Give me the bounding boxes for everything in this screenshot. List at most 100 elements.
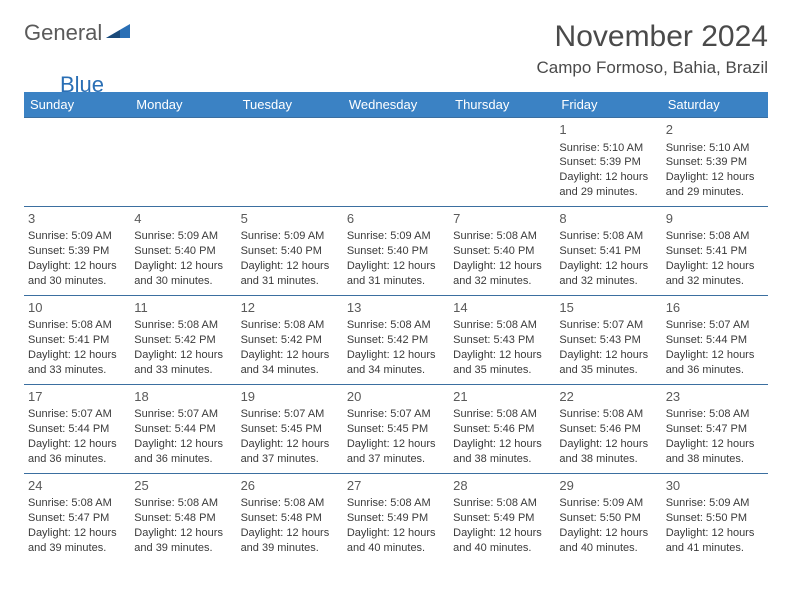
calendar-week-row: 1Sunrise: 5:10 AMSunset: 5:39 PMDaylight…	[24, 118, 768, 207]
calendar-cell: 1Sunrise: 5:10 AMSunset: 5:39 PMDaylight…	[555, 118, 661, 207]
day-number: 13	[347, 299, 445, 317]
daylight-line: Daylight: 12 hours and 36 minutes.	[28, 437, 126, 467]
sunset-line: Sunset: 5:41 PM	[666, 244, 764, 259]
day-number: 8	[559, 210, 657, 228]
day-number: 27	[347, 477, 445, 495]
sunset-line: Sunset: 5:42 PM	[134, 333, 232, 348]
day-number: 28	[453, 477, 551, 495]
daylight-line: Daylight: 12 hours and 40 minutes.	[453, 526, 551, 556]
sunset-line: Sunset: 5:40 PM	[241, 244, 339, 259]
sunrise-line: Sunrise: 5:08 AM	[559, 407, 657, 422]
calendar-cell: 4Sunrise: 5:09 AMSunset: 5:40 PMDaylight…	[130, 206, 236, 295]
daylight-line: Daylight: 12 hours and 35 minutes.	[559, 348, 657, 378]
sunset-line: Sunset: 5:44 PM	[28, 422, 126, 437]
weekday-header: Tuesday	[237, 92, 343, 118]
daylight-line: Daylight: 12 hours and 37 minutes.	[347, 437, 445, 467]
sunset-line: Sunset: 5:47 PM	[28, 511, 126, 526]
sunrise-line: Sunrise: 5:08 AM	[241, 496, 339, 511]
calendar-cell	[130, 118, 236, 207]
weekday-header: Friday	[555, 92, 661, 118]
calendar-cell: 15Sunrise: 5:07 AMSunset: 5:43 PMDayligh…	[555, 295, 661, 384]
day-number: 15	[559, 299, 657, 317]
daylight-line: Daylight: 12 hours and 36 minutes.	[666, 348, 764, 378]
weekday-header: Saturday	[662, 92, 768, 118]
sunset-line: Sunset: 5:49 PM	[347, 511, 445, 526]
sunrise-line: Sunrise: 5:07 AM	[666, 318, 764, 333]
sunrise-line: Sunrise: 5:09 AM	[559, 496, 657, 511]
calendar-cell: 8Sunrise: 5:08 AMSunset: 5:41 PMDaylight…	[555, 206, 661, 295]
calendar-cell: 27Sunrise: 5:08 AMSunset: 5:49 PMDayligh…	[343, 473, 449, 561]
calendar-cell: 17Sunrise: 5:07 AMSunset: 5:44 PMDayligh…	[24, 384, 130, 473]
sunrise-line: Sunrise: 5:07 AM	[559, 318, 657, 333]
sunset-line: Sunset: 5:44 PM	[666, 333, 764, 348]
sunset-line: Sunset: 5:41 PM	[559, 244, 657, 259]
logo-blue: Blue	[60, 72, 104, 98]
header: General November 2024 Campo Formoso, Bah…	[24, 20, 768, 78]
calendar-cell: 19Sunrise: 5:07 AMSunset: 5:45 PMDayligh…	[237, 384, 343, 473]
daylight-line: Daylight: 12 hours and 41 minutes.	[666, 526, 764, 556]
day-number: 3	[28, 210, 126, 228]
sunset-line: Sunset: 5:47 PM	[666, 422, 764, 437]
calendar-table: SundayMondayTuesdayWednesdayThursdayFrid…	[24, 92, 768, 562]
calendar-cell: 22Sunrise: 5:08 AMSunset: 5:46 PMDayligh…	[555, 384, 661, 473]
day-number: 5	[241, 210, 339, 228]
sunrise-line: Sunrise: 5:08 AM	[453, 496, 551, 511]
sunrise-line: Sunrise: 5:07 AM	[134, 407, 232, 422]
day-number: 2	[666, 121, 764, 139]
logo-triangle-icon	[106, 22, 132, 45]
calendar-cell: 12Sunrise: 5:08 AMSunset: 5:42 PMDayligh…	[237, 295, 343, 384]
calendar-week-row: 17Sunrise: 5:07 AMSunset: 5:44 PMDayligh…	[24, 384, 768, 473]
day-number: 24	[28, 477, 126, 495]
calendar-cell: 26Sunrise: 5:08 AMSunset: 5:48 PMDayligh…	[237, 473, 343, 561]
day-number: 20	[347, 388, 445, 406]
daylight-line: Daylight: 12 hours and 31 minutes.	[241, 259, 339, 289]
daylight-line: Daylight: 12 hours and 35 minutes.	[453, 348, 551, 378]
sunrise-line: Sunrise: 5:10 AM	[559, 141, 657, 156]
calendar-cell: 21Sunrise: 5:08 AMSunset: 5:46 PMDayligh…	[449, 384, 555, 473]
calendar-cell: 29Sunrise: 5:09 AMSunset: 5:50 PMDayligh…	[555, 473, 661, 561]
sunset-line: Sunset: 5:41 PM	[28, 333, 126, 348]
day-number: 23	[666, 388, 764, 406]
day-number: 4	[134, 210, 232, 228]
calendar-cell: 30Sunrise: 5:09 AMSunset: 5:50 PMDayligh…	[662, 473, 768, 561]
calendar-cell: 24Sunrise: 5:08 AMSunset: 5:47 PMDayligh…	[24, 473, 130, 561]
calendar-cell: 5Sunrise: 5:09 AMSunset: 5:40 PMDaylight…	[237, 206, 343, 295]
calendar-page: General November 2024 Campo Formoso, Bah…	[0, 0, 792, 572]
day-number: 19	[241, 388, 339, 406]
location: Campo Formoso, Bahia, Brazil	[537, 58, 768, 78]
daylight-line: Daylight: 12 hours and 34 minutes.	[347, 348, 445, 378]
weekday-header-row: SundayMondayTuesdayWednesdayThursdayFrid…	[24, 92, 768, 118]
daylight-line: Daylight: 12 hours and 39 minutes.	[134, 526, 232, 556]
day-number: 9	[666, 210, 764, 228]
day-number: 10	[28, 299, 126, 317]
daylight-line: Daylight: 12 hours and 32 minutes.	[559, 259, 657, 289]
sunrise-line: Sunrise: 5:08 AM	[666, 407, 764, 422]
daylight-line: Daylight: 12 hours and 37 minutes.	[241, 437, 339, 467]
sunset-line: Sunset: 5:43 PM	[559, 333, 657, 348]
sunset-line: Sunset: 5:40 PM	[347, 244, 445, 259]
calendar-cell: 7Sunrise: 5:08 AMSunset: 5:40 PMDaylight…	[449, 206, 555, 295]
calendar-cell: 18Sunrise: 5:07 AMSunset: 5:44 PMDayligh…	[130, 384, 236, 473]
daylight-line: Daylight: 12 hours and 34 minutes.	[241, 348, 339, 378]
sunrise-line: Sunrise: 5:08 AM	[347, 496, 445, 511]
sunrise-line: Sunrise: 5:08 AM	[347, 318, 445, 333]
daylight-line: Daylight: 12 hours and 40 minutes.	[559, 526, 657, 556]
calendar-cell: 3Sunrise: 5:09 AMSunset: 5:39 PMDaylight…	[24, 206, 130, 295]
sunset-line: Sunset: 5:42 PM	[347, 333, 445, 348]
sunset-line: Sunset: 5:50 PM	[559, 511, 657, 526]
daylight-line: Daylight: 12 hours and 39 minutes.	[28, 526, 126, 556]
sunrise-line: Sunrise: 5:09 AM	[28, 229, 126, 244]
day-number: 7	[453, 210, 551, 228]
sunrise-line: Sunrise: 5:08 AM	[559, 229, 657, 244]
sunrise-line: Sunrise: 5:08 AM	[134, 318, 232, 333]
logo-general: General	[24, 20, 102, 46]
day-number: 6	[347, 210, 445, 228]
title-block: November 2024 Campo Formoso, Bahia, Braz…	[537, 20, 768, 78]
sunset-line: Sunset: 5:48 PM	[241, 511, 339, 526]
sunrise-line: Sunrise: 5:07 AM	[241, 407, 339, 422]
calendar-cell: 16Sunrise: 5:07 AMSunset: 5:44 PMDayligh…	[662, 295, 768, 384]
calendar-cell: 6Sunrise: 5:09 AMSunset: 5:40 PMDaylight…	[343, 206, 449, 295]
daylight-line: Daylight: 12 hours and 32 minutes.	[666, 259, 764, 289]
sunset-line: Sunset: 5:48 PM	[134, 511, 232, 526]
daylight-line: Daylight: 12 hours and 38 minutes.	[559, 437, 657, 467]
